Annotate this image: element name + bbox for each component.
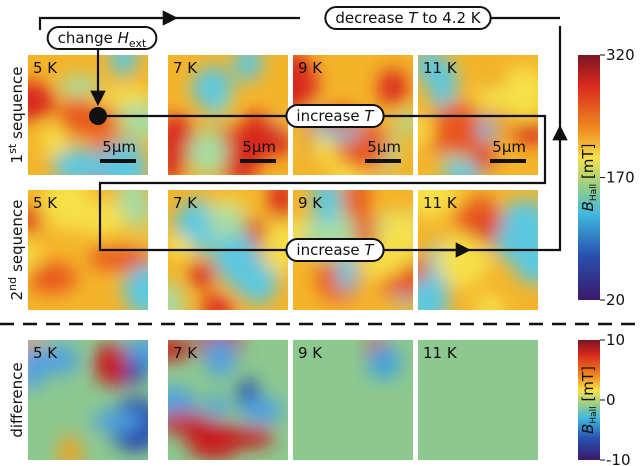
blob [234,44,262,81]
blob [239,397,283,423]
row-label: 2nd sequence [6,200,26,301]
colorbar-unit: [mT] [579,366,597,406]
row-suffix: st [6,143,19,154]
blob [153,131,187,180]
colorbar-tick-label: 0 [606,391,616,409]
blob [204,335,236,377]
scale-bar [490,159,526,163]
temperature-label: 7 K [173,194,198,212]
scale-bar-label: 5µm [367,138,401,156]
row-text: difference [8,362,26,437]
temperature-label: 5 K [33,344,58,362]
blob [188,129,228,175]
temperature-label: 11 K [423,59,458,77]
colorbar-tick-label: 170 [606,169,635,187]
row-label: 1st sequence [6,67,26,164]
colorbar-tick-label: 10 [606,331,625,349]
row-number: 1 [8,154,26,164]
row-text: sequence [8,200,26,272]
scale-bar [100,159,136,163]
heatmap [143,322,288,460]
temperature-label: 9 K [298,59,323,77]
colorbar-unit: [mT] [579,144,597,184]
row-text: sequence [8,67,26,139]
decrease-label: decrease T to 4.2 K [335,9,481,27]
colorbar-label: BHall [mT] [579,144,599,212]
blob [269,175,293,222]
change-label-part: change [58,29,118,47]
blob [201,295,234,323]
figure: 5 K 5µm 7 K 5µm 9 K 5µm 11 K 5µm 1st sequence 5 K 7… [0,0,642,466]
scale-bar-label: 5µm [242,138,276,156]
colorbar-tick-label: 20 [606,291,625,309]
blob [92,410,144,432]
colorbar-sub: Hall [589,406,599,423]
blob [513,239,563,284]
increase-label-part: increase [296,241,364,259]
temperature-label: 5 K [33,194,58,212]
scale-bar-label: 5µm [102,138,136,156]
temperature-label: 9 K [298,194,323,212]
blob [164,235,194,258]
blob [396,111,420,134]
blob [367,345,400,379]
decrease-label-part: to 4.2 K [418,9,482,27]
row-number: 2 [8,291,26,301]
blob [98,355,128,387]
blob [189,261,216,288]
increase-label-part: increase [296,107,364,125]
blob [200,65,226,115]
blob [156,412,210,433]
increase-label: increase T [296,107,375,125]
blob [499,67,548,121]
temperature-label: 5 K [33,59,58,77]
blob [120,102,164,140]
decrease-label-part: decrease [335,9,408,27]
blob [475,294,504,324]
colorbar-label: BHall [mT] [579,366,599,434]
scale-bar [240,159,276,163]
colorbar-var: B [579,201,597,211]
blob [499,200,551,249]
temperature-label: 7 K [173,59,198,77]
blob [452,204,503,227]
temperature-label: 11 K [423,194,458,212]
blob [437,234,490,287]
blob [205,395,228,418]
blob [128,197,151,230]
change-label-part: ext [129,37,147,50]
blob [213,234,260,282]
colorbar-tick-label: 320 [606,46,635,64]
row-label: difference [8,362,26,437]
scale-bar-label: 5µm [492,138,526,156]
temperature-label: 9 K [298,344,323,362]
blob [124,264,172,317]
blob [26,263,77,294]
blob [379,274,422,296]
temperature-label: 11 K [423,344,458,362]
colorbar-sub: Hall [589,184,599,201]
blob [52,149,108,184]
blob [378,69,407,105]
page: {"rows":[ {"label":{"base":"1","sup":"st… [0,0,642,466]
heatmap [392,163,562,325]
colorbar-var: B [579,424,597,434]
row-suffix: nd [6,277,19,291]
scale-bar [365,159,401,163]
blob [430,129,484,156]
blob [59,75,101,96]
increase-label: increase T [296,241,375,259]
change-label-part: H [118,29,129,47]
colorbar-tick-label: -10 [606,451,631,466]
temperature-label: 7 K [173,344,198,362]
start-dot [89,107,107,125]
